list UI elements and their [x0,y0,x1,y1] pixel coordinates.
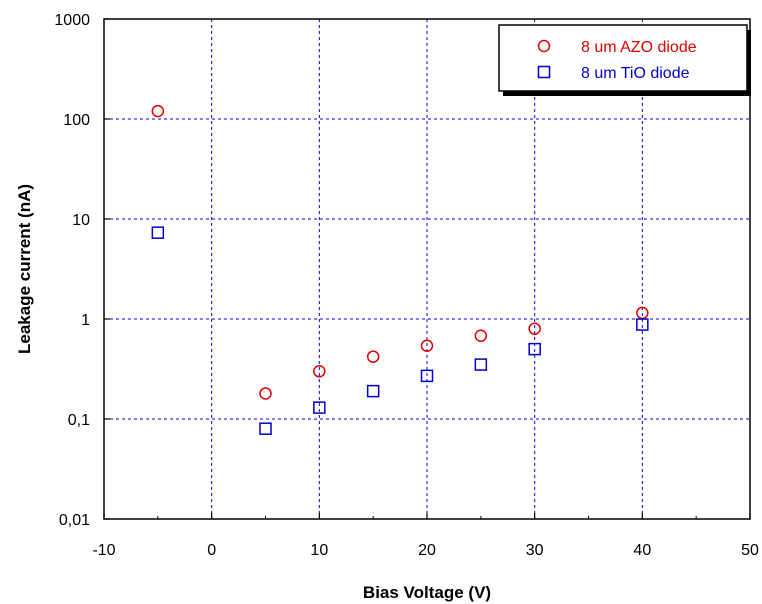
azo-data-point [151,104,165,118]
y-tick-label: 10 [72,212,90,229]
x-tick-label: 20 [418,542,436,559]
tio-data-point [528,342,541,356]
y-tick-label: 0,1 [68,412,90,429]
legend-label: 8 um AZO diode [581,39,697,56]
y-axis-ticks: 0,01 0,1 1 10 100 1000 [54,12,110,529]
tio-data-point [151,226,165,239]
y-tick-label: 100 [63,112,90,129]
x-tick-label: 50 [741,542,759,559]
legend-marker-tio [537,65,551,79]
legend-items: 8 um AZO diode 8 um TiO diode [537,39,697,82]
x-axis-label: Bias Voltage (V) [363,583,491,602]
legend-label: 8 um TiO diode [581,65,690,82]
azo-data-point [474,329,488,342]
azo-data-point [420,339,434,353]
legend-box [498,24,748,92]
x-tick-label: -10 [92,542,115,559]
y-tick-label: 1000 [54,12,90,29]
y-tick-label: 0,01 [59,512,90,529]
tio-data-point [474,358,488,371]
x-axis-ticks: -10 0 10 20 30 40 50 [92,513,759,559]
azo-data-point [313,365,326,378]
x-tick-label: 10 [310,542,328,559]
x-tick-label: 40 [633,542,651,559]
x-tick-label: 30 [526,542,544,559]
x-tick-label: 0 [207,542,216,559]
legend-marker-azo [537,39,551,53]
tio-data-point [259,422,272,435]
y-axis-label: Leakage current (nA) [15,184,34,354]
tio-data-point [313,401,326,414]
azo-data-point [366,350,380,363]
y-tick-label: 1 [81,312,90,329]
tio-data-point [636,318,649,331]
data-points [151,104,649,435]
legend: 8 um AZO diode 8 um TiO diode [498,24,751,96]
grid-lines [104,19,750,519]
tio-data-point [366,384,380,398]
tio-data-point [420,369,434,383]
azo-data-point [259,387,272,400]
azo-data-point [528,322,541,335]
